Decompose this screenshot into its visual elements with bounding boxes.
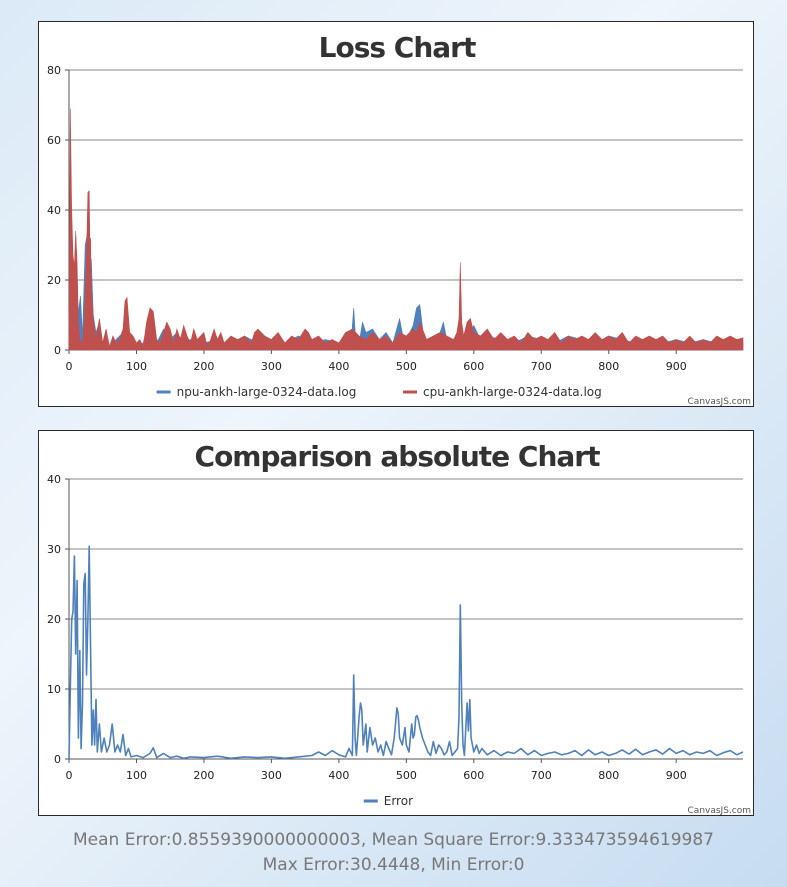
x-tick-label: 100 [126, 769, 147, 782]
loss-chart: Loss Chart 0 20 40 60 80 0 100 200 300 400 500 600 70… [38, 21, 754, 407]
error-stats: Mean Error:0.8559390000000003, Mean Squa… [0, 828, 787, 878]
x-tick-label: 800 [598, 769, 619, 782]
x-tick-label: 700 [531, 769, 552, 782]
series-line-1 [68, 545, 744, 760]
y-tick-label: 30 [47, 543, 61, 556]
y-tick-label: 40 [47, 473, 61, 486]
legend-label: Error [384, 794, 413, 808]
series-area-2 [68, 108, 744, 351]
x-tick-label: 600 [463, 360, 484, 373]
x-tick-label: 400 [328, 360, 349, 373]
chart-title: Comparison absolute Chart [195, 440, 601, 473]
x-tick-label: 600 [463, 769, 484, 782]
x-tick-label: 500 [396, 769, 417, 782]
y-tick-label: 60 [47, 134, 61, 147]
y-tick-label: 80 [47, 64, 61, 77]
x-tick-label: 800 [598, 360, 619, 373]
x-tick-label: 100 [126, 360, 147, 373]
x-tick-label: 200 [193, 769, 214, 782]
y-tick-label: 0 [54, 344, 61, 357]
x-tick-label: 300 [261, 360, 282, 373]
canvasjs-credit[interactable]: CanvasJS.com [688, 397, 751, 407]
stats-line-1: Mean Error:0.8559390000000003, Mean Squa… [73, 830, 714, 850]
y-tick-label: 0 [54, 753, 61, 766]
legend-label: cpu-ankh-large-0324-data.log [423, 385, 602, 399]
stats-line-2: Max Error:30.4448, Min Error:0 [262, 855, 525, 875]
y-tick-label: 10 [47, 683, 61, 696]
legend-label: npu-ankh-large-0324-data.log [177, 385, 357, 399]
x-tick-label: 400 [328, 769, 349, 782]
x-tick-label: 500 [396, 360, 417, 373]
chart-title: Loss Chart [319, 31, 476, 64]
x-tick-label: 700 [531, 360, 552, 373]
canvasjs-credit[interactable]: CanvasJS.com [688, 806, 751, 816]
y-tick-label: 20 [47, 613, 61, 626]
x-tick-label: 200 [193, 360, 214, 373]
x-tick-label: 300 [261, 769, 282, 782]
y-tick-label: 40 [47, 204, 61, 217]
comparison-chart: Comparison absolute Chart 0 10 20 30 40 0 100 20… [38, 430, 754, 816]
x-tick-label: 900 [666, 769, 687, 782]
x-tick-label: 900 [666, 360, 687, 373]
y-tick-label: 20 [47, 274, 61, 287]
x-tick-label: 0 [66, 360, 73, 373]
x-tick-label: 0 [66, 769, 73, 782]
